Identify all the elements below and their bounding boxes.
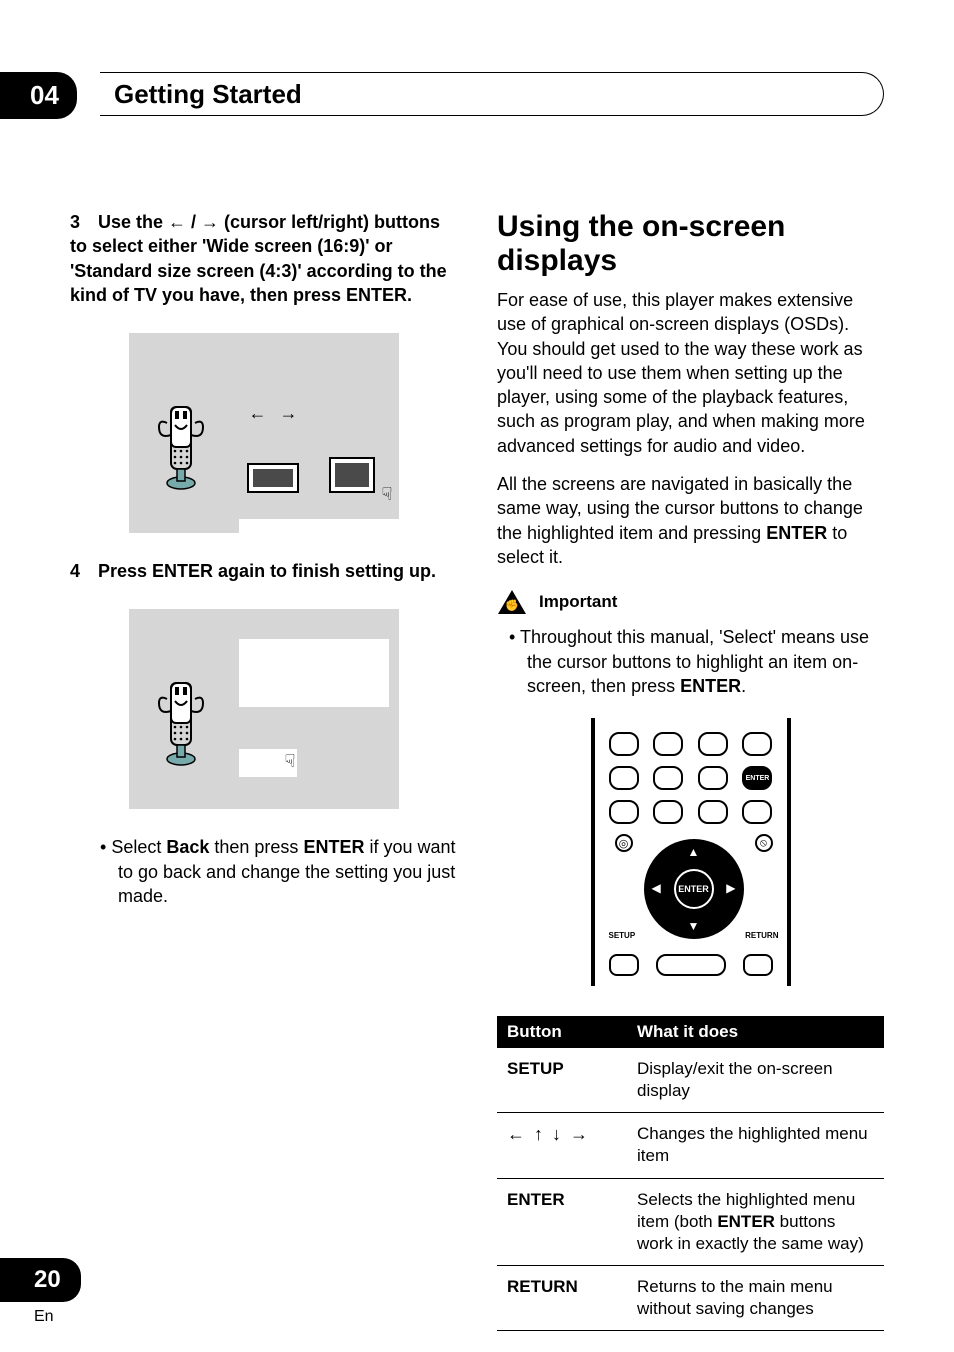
figure-finish-setup: ☟: [129, 609, 399, 809]
setup-label: SETUP: [609, 931, 636, 940]
remote-button-icon: [609, 954, 639, 976]
hand-cursor-icon: ☟: [285, 751, 296, 772]
cell-arrows-key: ← ↑ ↓ →: [497, 1113, 627, 1178]
hand-cursor-icon: ☟: [382, 484, 393, 505]
step-3-pre: Use the: [98, 212, 168, 232]
remote-button-icon: [609, 766, 639, 790]
step-3-number: 3: [70, 210, 98, 234]
step-4-number: 4: [70, 559, 98, 583]
cell-arrows-val: Changes the highlighted menu item: [627, 1113, 884, 1178]
paragraph-2: All the screens are navigated in basical…: [497, 472, 884, 569]
left-column: 3Use the ← / → (cursor left/right) butto…: [70, 210, 457, 1331]
arrow-up-icon: ▲: [688, 845, 700, 859]
arrow-right-icon: ▶: [726, 881, 735, 895]
important-bullet-suffix: .: [741, 676, 746, 696]
step-4-text: 4Press ENTER again to finish setting up.: [70, 559, 457, 583]
remote-button-icon: [698, 732, 728, 756]
arrow-left-icon: ◀: [652, 881, 661, 895]
remote-button-icon: [609, 800, 639, 824]
cell-setup-key: SETUP: [497, 1048, 627, 1113]
cursor-arrows-glyph: ← / →: [168, 212, 219, 232]
figure-white-box: [239, 639, 389, 707]
step-4-body: Press ENTER again to finish setting up.: [98, 561, 436, 581]
page: 04 Getting Started 3Use the ← / → (curso…: [0, 0, 954, 1352]
remote-body: ENTER ◎ ⦸ ▲ ▼ ◀: [591, 718, 791, 986]
remote-character-icon: [153, 681, 209, 773]
cell-return-val: Returns to the main menu without saving …: [627, 1265, 884, 1330]
table-row: ← ↑ ↓ → Changes the highlighted menu ite…: [497, 1113, 884, 1178]
remote-character-icon: [153, 405, 209, 497]
back-note-mid: then press: [209, 837, 303, 857]
return-label: RETURN: [745, 931, 778, 940]
remote-button-icon: [656, 954, 726, 976]
chapter-title: Getting Started: [114, 79, 302, 110]
remote-row-1: [609, 732, 773, 756]
table-header-row: Button What it does: [497, 1016, 884, 1048]
remote-row-2: ENTER: [609, 766, 773, 790]
remote-diagram: ENTER ◎ ⦸ ▲ ▼ ◀: [497, 718, 884, 986]
content-columns: 3Use the ← / → (cursor left/right) butto…: [70, 210, 884, 1331]
svg-text:✊: ✊: [505, 599, 519, 612]
page-number-badge: 20: [0, 1258, 81, 1302]
th-what: What it does: [627, 1016, 884, 1048]
remote-button-icon: [653, 800, 683, 824]
figure-strip: [239, 519, 399, 533]
section-heading: Using the on-screen displays: [497, 210, 884, 278]
button-table: Button What it does SETUP Display/exit t…: [497, 1016, 884, 1331]
p2-enter: ENTER: [766, 523, 827, 543]
wide-tv-icon: [247, 463, 299, 493]
arrow-down-icon: ▼: [688, 919, 700, 933]
important-icon: ✊: [497, 589, 527, 615]
back-note-prefix: Select: [111, 837, 166, 857]
chapter-title-frame: Getting Started: [100, 72, 884, 116]
cell-enter-key: ENTER: [497, 1178, 627, 1265]
chapter-number-badge: 04: [0, 72, 77, 119]
table-row: SETUP Display/exit the on-screen display: [497, 1048, 884, 1113]
enter-val-bold: ENTER: [717, 1212, 775, 1231]
figure-arrows-icon: ← →: [249, 403, 302, 424]
important-bullet: Throughout this manual, 'Select' means u…: [497, 625, 884, 698]
remote-button-icon: [653, 766, 683, 790]
remote-corner-icon: ⦸: [755, 834, 773, 852]
remote-bottom-row: [609, 954, 773, 976]
standard-tv-icon: [329, 457, 375, 493]
table-row: ENTER Selects the highlighted menu item …: [497, 1178, 884, 1265]
step-3: 3Use the ← / → (cursor left/right) butto…: [70, 210, 457, 307]
remote-button-icon: [698, 766, 728, 790]
remote-button-icon: [698, 800, 728, 824]
remote-corner-icon: ◎: [615, 834, 633, 852]
figure-tv-select: ← → ☟: [129, 333, 399, 533]
right-column: Using the on-screen displays For ease of…: [497, 210, 884, 1331]
remote-dpad: ◎ ⦸ ▲ ▼ ◀ ▶ ENTER SETUP RETURN: [609, 834, 779, 944]
cell-setup-val: Display/exit the on-screen display: [627, 1048, 884, 1113]
remote-button-icon: [653, 732, 683, 756]
important-header: ✊ Important: [497, 589, 884, 615]
remote-button-icon: [742, 800, 772, 824]
remote-row-3: [609, 800, 773, 824]
table-row: RETURN Returns to the main menu without …: [497, 1265, 884, 1330]
important-label: Important: [539, 592, 617, 612]
cell-return-key: RETURN: [497, 1265, 627, 1330]
remote-button-icon: [609, 732, 639, 756]
important-bullet-enter: ENTER: [680, 676, 741, 696]
back-word: Back: [166, 837, 209, 857]
enter-word: ENTER: [303, 837, 364, 857]
back-note: Select Back then press ENTER if you want…: [70, 835, 457, 908]
th-button: Button: [497, 1016, 627, 1048]
remote-enter-small-icon: ENTER: [742, 766, 772, 790]
cell-enter-val: Selects the highlighted menu item (both …: [627, 1178, 884, 1265]
remote-button-icon: [743, 954, 773, 976]
page-language: En: [34, 1308, 54, 1326]
step-4: 4Press ENTER again to finish setting up.: [70, 559, 457, 583]
step-3-text: 3Use the ← / → (cursor left/right) butto…: [70, 210, 457, 307]
paragraph-1: For ease of use, this player makes exten…: [497, 288, 884, 458]
remote-button-icon: [742, 732, 772, 756]
dpad-enter-icon: ENTER: [674, 869, 714, 909]
dpad-ring-icon: ▲ ▼ ◀ ▶ ENTER: [644, 839, 744, 939]
